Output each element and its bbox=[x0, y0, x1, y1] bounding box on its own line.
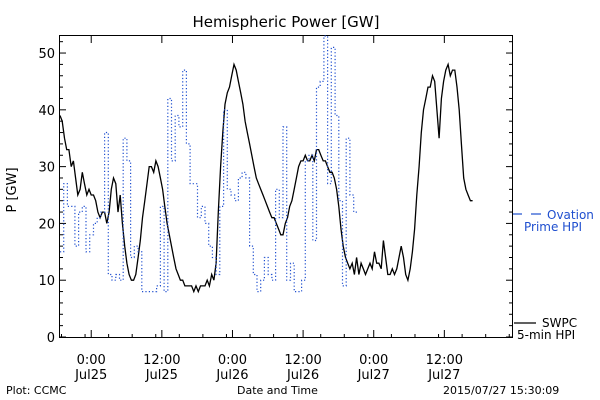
y-tick-label: 40 bbox=[38, 104, 55, 119]
y-tick-label: 30 bbox=[38, 161, 55, 176]
y-tick-label: 10 bbox=[38, 274, 55, 289]
legend-swpc-label: 5-min HPI bbox=[517, 328, 575, 342]
series-swpc-5min-hpi bbox=[59, 62, 473, 294]
plot-credit: Plot: CCMC bbox=[6, 384, 67, 397]
series-layer bbox=[59, 35, 473, 294]
x-axis-label: Date and Time bbox=[237, 384, 318, 397]
x-axis: 0:00Jul2512:00Jul250:00Jul2612:00Jul260:… bbox=[60, 36, 510, 383]
y-axis: 0 10 20 30 40 50 bbox=[38, 41, 512, 346]
y-tick-label: 50 bbox=[38, 47, 55, 62]
x-tick-label-time: 0:00 bbox=[218, 353, 247, 368]
timestamp: 2015/07/27 15:30:09 bbox=[443, 384, 560, 397]
x-tick-label-time: 12:00 bbox=[426, 353, 463, 368]
x-tick-label-time: 0:00 bbox=[77, 353, 106, 368]
x-tick-label-time: 12:00 bbox=[284, 353, 321, 368]
x-tick-label-time: 0:00 bbox=[359, 353, 388, 368]
x-tick-label-time: 12:00 bbox=[143, 353, 180, 368]
x-tick-label-date: Jul25 bbox=[145, 368, 178, 383]
legend-ovation-label: Ovation bbox=[547, 208, 594, 222]
y-tick-label: 0 bbox=[47, 331, 55, 346]
x-tick-label-date: Jul26 bbox=[286, 368, 319, 383]
series-ovation-prime-hpi bbox=[60, 35, 358, 293]
x-tick-label-date: Jul27 bbox=[357, 368, 390, 383]
legend-swpc-label: SWPC bbox=[542, 316, 577, 330]
legend-ovation-label: Prime HPI bbox=[524, 220, 582, 234]
x-tick-label-date: Jul26 bbox=[215, 368, 248, 383]
plot-frame bbox=[59, 35, 513, 338]
x-tick-label-date: Jul25 bbox=[74, 368, 107, 383]
y-tick-label: 20 bbox=[38, 217, 55, 232]
chart-title: Hemispheric Power [GW] bbox=[193, 13, 380, 31]
y-axis-label: P [GW] bbox=[5, 167, 20, 212]
x-tick-label-date: Jul27 bbox=[427, 368, 460, 383]
